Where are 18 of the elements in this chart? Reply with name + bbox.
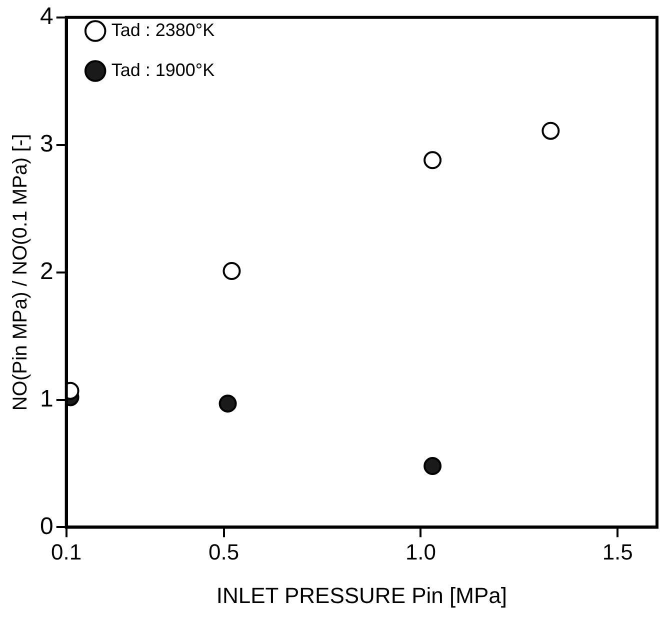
legend-label: Tad : 1900°K [111, 60, 215, 80]
y-tick-label: 2 [40, 258, 54, 285]
x-tick-label: 1.5 [602, 539, 633, 564]
point [218, 394, 237, 413]
point [424, 457, 442, 476]
y-tick-label: 1 [40, 385, 54, 412]
x-tick-label: 0.1 [51, 539, 82, 564]
y-tick-label: 0 [40, 512, 54, 540]
legend-label: Tad : 2380°K [111, 20, 215, 40]
x-tick-label: 1.0 [405, 539, 436, 564]
x-axis-title: INLET PRESSURE Pin [MPa] [216, 582, 507, 608]
y-tick-label: 4 [40, 3, 54, 30]
y-axis-title: NO(Pin MPa) / NO(0.1 MPa) [-] [10, 134, 32, 411]
y-tick-label: 3 [40, 130, 54, 158]
point [222, 262, 241, 280]
point [542, 122, 560, 140]
point [424, 151, 442, 170]
x-tick-label: 0.5 [208, 539, 240, 564]
